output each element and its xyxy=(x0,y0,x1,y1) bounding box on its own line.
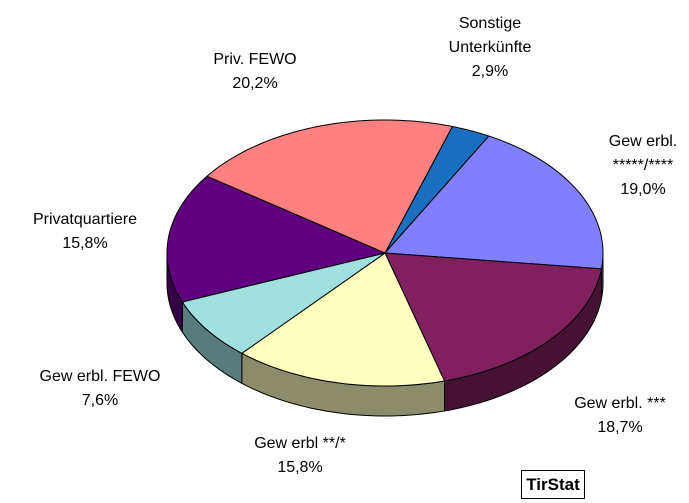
slice-value: 19,0% xyxy=(620,181,666,198)
slice-label: Gew erbl **/* 15,8% xyxy=(230,432,370,480)
slice xyxy=(383,135,604,270)
slice xyxy=(384,125,490,254)
slice-value: 15,8% xyxy=(277,459,323,476)
slice-label: Gew erbl. *** 18,7% xyxy=(550,392,689,440)
slice-label: Privatquartiere 15,8% xyxy=(5,208,165,256)
slice-name: Gew erbl. *** xyxy=(574,395,666,412)
slice-name: Priv. FEWO xyxy=(213,51,297,68)
slice xyxy=(181,252,386,354)
slice xyxy=(206,119,454,254)
slice-value: 2,9% xyxy=(471,63,509,80)
slice xyxy=(384,252,603,382)
slice-name: Privatquartiere xyxy=(32,211,138,228)
source-box: TirStat xyxy=(521,470,585,499)
slice xyxy=(166,175,387,303)
slice-name: Sonstige Unterkünfte xyxy=(448,15,532,56)
slice xyxy=(240,252,446,387)
slice-label: Priv. FEWO 20,2% xyxy=(195,48,315,96)
slice-value: 15,8% xyxy=(62,235,108,252)
slice-value: 20,2% xyxy=(232,75,278,92)
slice-label: Gew erbl. FEWO 7,6% xyxy=(20,365,180,413)
slice-label: Gew erbl. *****/**** 19,0% xyxy=(598,130,688,202)
slice-value: 18,7% xyxy=(597,419,643,436)
slice-name: Gew erbl. *****/**** xyxy=(608,133,678,174)
slice-name: Gew erbl **/* xyxy=(254,435,346,452)
slice-label: Sonstige Unterkünfte 2,9% xyxy=(435,12,545,84)
slice-name: Gew erbl. FEWO xyxy=(39,368,161,385)
slice-value: 7,6% xyxy=(81,392,119,409)
